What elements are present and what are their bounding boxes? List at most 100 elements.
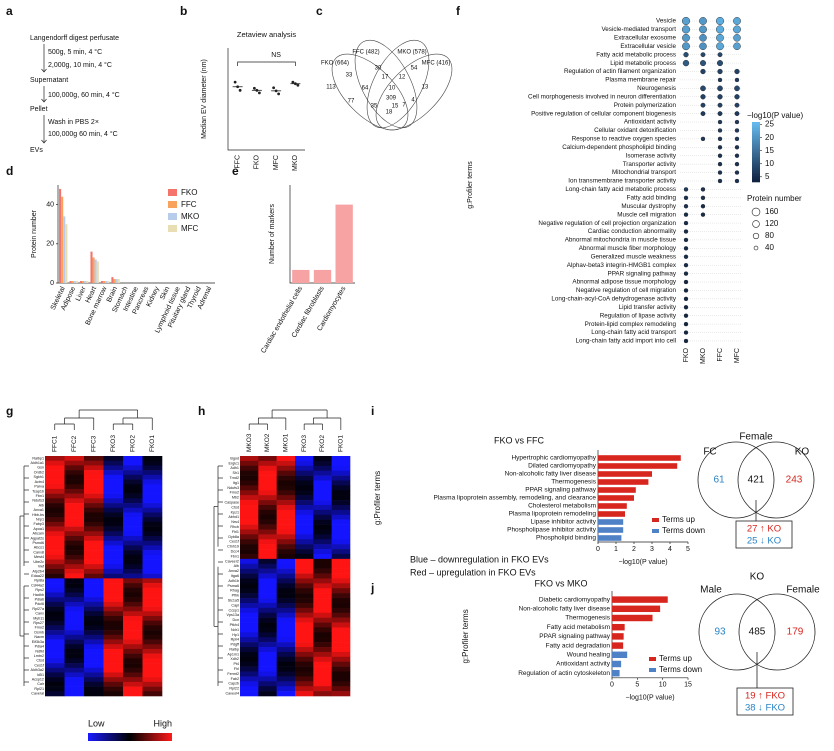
heatmap-cell (295, 617, 314, 623)
heatmap-cell (276, 622, 296, 628)
bar (86, 281, 89, 283)
venn-set-label: Male (700, 585, 722, 596)
size-legend-label: 40 (765, 243, 774, 252)
colorbar-cell (752, 168, 760, 171)
term-label: Lipid metabolic process (610, 60, 676, 67)
heatmap-cell (258, 612, 277, 618)
gene-label: Pdgff (230, 643, 240, 647)
heatmap-cell (64, 677, 85, 683)
heatmap-cell (240, 637, 259, 643)
column-label: FKO1 (149, 435, 156, 452)
column-label: FKO (683, 347, 690, 362)
heatmap-cell (64, 578, 85, 584)
venn-circle (698, 593, 776, 671)
heatmap-cell (276, 598, 296, 604)
dot (734, 68, 740, 75)
legend-swatch (168, 225, 177, 232)
colorbar-cell (752, 138, 760, 141)
colorbar (88, 733, 172, 741)
data-point (291, 80, 295, 84)
heatmap-cell (103, 648, 124, 654)
size-legend-dot (752, 220, 760, 228)
heatmap-cell (295, 661, 314, 667)
dot (683, 338, 689, 344)
colorbar-cell (752, 134, 760, 137)
heatmap-cell (331, 622, 351, 628)
heatmap-cell (313, 558, 332, 565)
heatmap-cell (240, 598, 259, 604)
term-label: Cell morphogenesis involved in neuron di… (528, 93, 676, 100)
heatmap-cell (276, 637, 296, 643)
gene-label: Edaa22 (31, 574, 44, 578)
term-label: Response to reactive oxygen species (572, 136, 676, 143)
heatmap-cell (123, 456, 143, 462)
column-label: FFC (717, 348, 724, 362)
heatmap-cell (276, 544, 296, 550)
size-legend-label: 80 (765, 231, 774, 240)
heatmap-cell (103, 601, 124, 607)
heatmap-cell (276, 485, 296, 491)
heatmap-cell (295, 490, 314, 496)
heatmap-cell (276, 671, 296, 677)
venn-title: Female (739, 432, 773, 443)
heatmap-cell (64, 484, 85, 490)
heatmap-cell (64, 488, 85, 494)
heatmap-cell (258, 485, 277, 491)
heatmap-cell (123, 550, 143, 556)
chart-title: FKO vs FFC (494, 435, 544, 445)
gene-label: Rps27 (33, 621, 44, 625)
heatmap-cell (313, 480, 332, 486)
heatmap-cell (258, 500, 277, 506)
heatmap-cell (103, 686, 124, 692)
heatmap-cell (258, 563, 277, 569)
heatmap-cell (331, 504, 351, 511)
heatmap-cell (142, 616, 163, 622)
dot (683, 187, 689, 192)
venn-ellipse (331, 53, 409, 131)
dot (700, 85, 706, 92)
term-label: Muscle cell migration (617, 211, 676, 218)
heatmap-cell (331, 495, 351, 501)
gene-label: Caspase (224, 501, 239, 505)
heatmap-cell (84, 606, 104, 612)
colorbar-cell (752, 172, 760, 175)
bar (82, 281, 85, 283)
heatmap-cell (295, 632, 314, 638)
heatmap-cell (313, 568, 332, 574)
colorbar-cell (752, 176, 760, 179)
heatmap-cell (258, 593, 277, 599)
heatmap-cell (142, 540, 163, 546)
protocol-step: 100,000g, 60 min, 4 °C (48, 91, 120, 99)
heatmap-cell (45, 578, 65, 584)
heatmap-cell (258, 602, 277, 609)
heatmap-cell (258, 544, 277, 550)
dot (717, 94, 723, 100)
heatmap-cell (45, 526, 65, 532)
category-label: Thermogenesis (551, 479, 597, 486)
heatmap-cell (313, 460, 332, 467)
dot (717, 161, 723, 167)
bar (96, 261, 99, 283)
dot (734, 111, 740, 117)
heatmap-cell (64, 601, 85, 607)
heatmap-cell (142, 653, 163, 659)
heatmap-cell (45, 601, 65, 607)
category-label: Regulation of actin cytoskeleton (518, 670, 610, 677)
colorbar-cell (752, 174, 760, 177)
heatmap-cell (103, 564, 124, 570)
size-legend-label: 160 (765, 207, 779, 216)
heatmap-cell (103, 531, 124, 537)
gene-label: Abhd1 (228, 515, 239, 519)
gene-label: Hadhb (33, 593, 44, 597)
heatmap-cell (103, 625, 124, 631)
dot (700, 60, 706, 67)
heatmap-cell (313, 661, 332, 667)
heatmap-cell (123, 488, 143, 494)
gene-label: Gsn (37, 466, 44, 470)
heatmap-cell (64, 479, 85, 485)
term-label: Calcium-dependent phospholipid binding (562, 144, 676, 151)
panel-letter: j (370, 581, 374, 595)
heatmap-cell (276, 583, 296, 589)
term-label: Ion transmembrane transporter activity (568, 178, 677, 185)
gene-label: Sgkh1 (34, 475, 44, 479)
